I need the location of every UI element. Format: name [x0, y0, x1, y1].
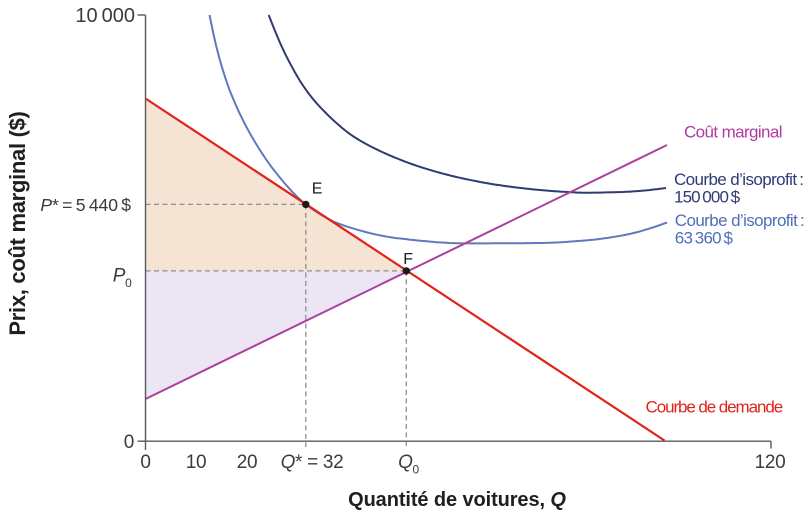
svg-text:63 360 $: 63 360 $ [675, 229, 734, 248]
svg-text:0: 0 [124, 432, 134, 453]
svg-text:150 000 $: 150 000 $ [674, 187, 741, 206]
svg-text:Q0: Q0 [398, 452, 419, 477]
svg-text:Coût marginal: Coût marginal [684, 122, 782, 141]
svg-text:10: 10 [186, 452, 207, 473]
svg-text:P* = 5 440 $: P* = 5 440 $ [40, 195, 131, 215]
svg-text:Q* = 32: Q* = 32 [281, 452, 344, 473]
svg-text:Courbe d’isoprofit :: Courbe d’isoprofit : [675, 211, 804, 230]
svg-text:0: 0 [140, 452, 150, 473]
svg-text:Courbe de demande: Courbe de demande [646, 398, 783, 417]
svg-text:P0: P0 [113, 265, 132, 290]
svg-text:120: 120 [755, 452, 786, 473]
svg-text:Prix, coût marginal ($): Prix, coût marginal ($) [5, 111, 30, 335]
svg-text:F: F [403, 251, 413, 268]
svg-text:10 000: 10 000 [75, 5, 135, 27]
svg-text:Quantité de voitures, Q: Quantité de voitures, Q [348, 489, 566, 511]
svg-text:20: 20 [237, 452, 258, 473]
svg-text:E: E [312, 180, 323, 197]
svg-text:Courbe d’isoprofit :: Courbe d’isoprofit : [674, 170, 803, 189]
